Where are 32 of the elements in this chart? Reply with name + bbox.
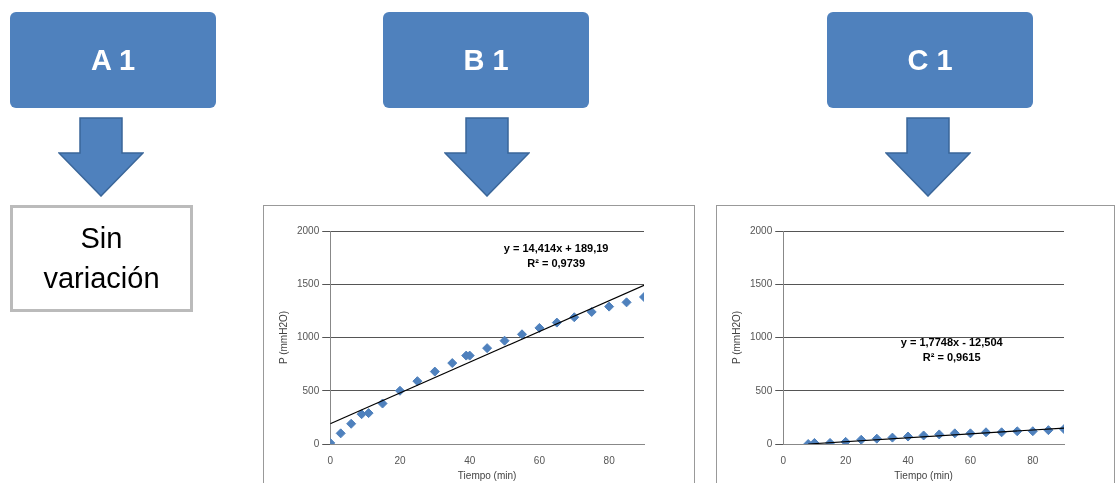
y-tick-label: 1000 xyxy=(750,331,773,343)
y-tick-label: 0 xyxy=(766,437,773,449)
x-tick-label: 60 xyxy=(964,454,977,466)
chart-title: B 1 xyxy=(383,12,589,108)
annotation: y = 1,7748x - 12,504 xyxy=(900,336,1004,349)
x-tick-label: 40 xyxy=(902,454,915,466)
annotation: y = 14,414x + 189,19 xyxy=(503,242,609,255)
y-tick-label: 500 xyxy=(755,384,773,396)
x-axis-title: Tiempo (min) xyxy=(894,469,953,481)
x-tick-label: 20 xyxy=(394,454,406,466)
x-tick-label: 60 xyxy=(533,454,546,466)
x-axis-title: Tiempo (min) xyxy=(457,469,517,481)
annotation: R² = 0,9615 xyxy=(922,351,981,364)
y-axis-title: P (mmH2O) xyxy=(730,310,742,365)
x-tick-label: 40 xyxy=(464,454,476,466)
y-tick-label: 0 xyxy=(313,437,320,449)
y-tick-label: 1500 xyxy=(297,278,320,289)
x-tick-label: 0 xyxy=(327,454,334,466)
annotation: R² = 0,9739 xyxy=(527,257,586,270)
y-tick-label: 1500 xyxy=(750,278,773,289)
text: A 1 xyxy=(10,12,216,108)
y-tick-label: 1000 xyxy=(297,331,320,343)
x-tick-label: 20 xyxy=(840,454,852,466)
x-tick-label: 80 xyxy=(603,454,616,466)
y-tick-label: 2000 xyxy=(750,224,773,236)
text: Sin variación xyxy=(42,221,161,296)
chart-title: C 1 xyxy=(827,12,1033,108)
y-axis-title: P (mmH2O) xyxy=(277,310,289,365)
x-tick-label: 0 xyxy=(780,454,787,466)
x-tick-label: 80 xyxy=(1027,454,1039,466)
y-tick-label: 2000 xyxy=(297,224,320,236)
y-tick-label: 500 xyxy=(302,384,320,396)
